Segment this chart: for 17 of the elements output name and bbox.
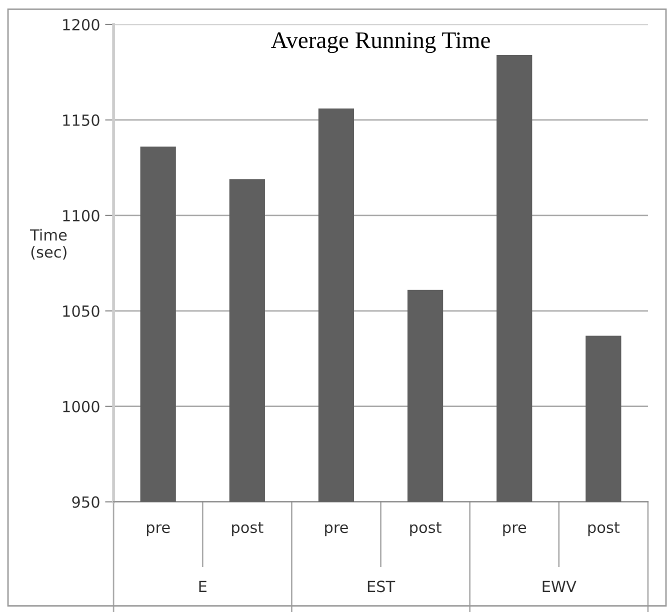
x-tick-label: pre xyxy=(503,524,526,536)
chart-title: Average Running Time xyxy=(271,32,490,54)
y-tick-label: 1150 xyxy=(63,114,100,126)
x-tick-label: pre xyxy=(146,524,170,536)
text: EST xyxy=(368,580,396,592)
x-tick-label: post xyxy=(232,522,264,536)
y-tick-label: 950 xyxy=(72,496,100,508)
y-tick-label: 1200 xyxy=(63,18,100,30)
x-tick-label: post xyxy=(588,522,620,536)
x-tick-label: pre xyxy=(325,524,348,536)
text: EWV xyxy=(542,580,576,592)
y-tick-label: 1000 xyxy=(63,400,100,412)
text: E xyxy=(199,580,206,592)
y-tick-label: 1050 xyxy=(63,305,100,317)
y-axis-title: Time (sec) xyxy=(30,228,67,260)
y-tick-label: 1100 xyxy=(63,210,100,222)
x-tick-label: post xyxy=(410,522,442,536)
